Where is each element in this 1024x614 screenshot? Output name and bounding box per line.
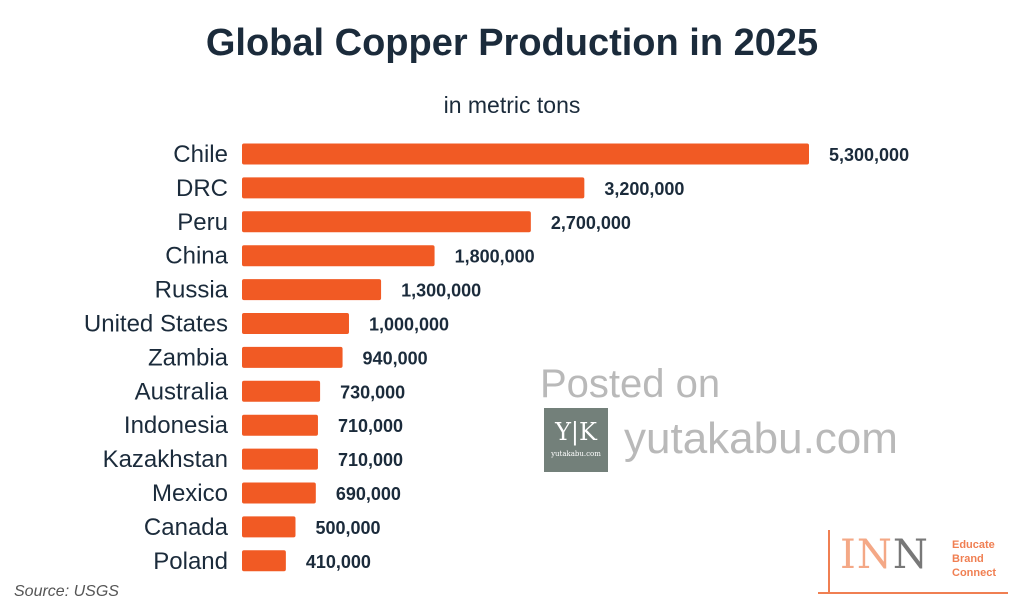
chart-title: Global Copper Production in 2025	[205, 22, 819, 64]
watermark-site: yutakabu.com	[624, 414, 898, 463]
inn-logo-letters: INN	[840, 532, 929, 578]
bar-zambia	[242, 346, 343, 368]
category-label-australia: Australia	[135, 378, 229, 405]
value-label-mexico: 690,000	[336, 484, 401, 504]
category-label-indonesia: Indonesia	[124, 412, 229, 439]
value-label-indonesia: 710,000	[338, 416, 403, 436]
category-label-canada: Canada	[144, 514, 229, 541]
category-label-united-states: United States	[84, 311, 228, 338]
bar-united-states	[242, 313, 349, 334]
bar-peru	[242, 211, 531, 233]
chart-subtitle: in metric tons	[443, 92, 581, 118]
inn-tagline: Educate Brand Connect	[952, 538, 996, 580]
inn-tagline-line-1: Educate	[952, 539, 995, 551]
bar-kazakhstan	[242, 448, 318, 470]
bar-chile	[242, 143, 809, 165]
category-label-china: China	[165, 243, 228, 270]
category-label-chile: Chile	[173, 141, 228, 168]
inn-tagline-line-2: Brand	[952, 553, 984, 565]
inn-logo: INN Educate Brand Connect	[818, 528, 1018, 598]
watermark-posted-on: Posted on	[540, 362, 721, 406]
value-label-poland: 410,000	[306, 552, 371, 572]
category-label-russia: Russia	[155, 277, 229, 304]
inn-logo-horizontal-rule	[818, 592, 1008, 594]
bar-indonesia	[242, 414, 318, 436]
value-label-chile: 5,300,000	[829, 145, 909, 165]
value-label-canada: 500,000	[315, 518, 380, 538]
bar-russia	[242, 279, 382, 301]
inn-logo-vertical-rule	[828, 530, 830, 594]
inn-tagline-line-3: Connect	[952, 567, 996, 579]
inn-letter-2: N	[856, 532, 893, 578]
value-label-peru: 2,700,000	[551, 213, 631, 233]
value-label-zambia: 940,000	[363, 348, 428, 368]
value-label-drc: 3,200,000	[604, 179, 684, 199]
inn-letter-3: N	[892, 532, 929, 578]
yutakabu-logo-mark: Y|K	[555, 418, 597, 446]
value-label-united-states: 1,000,000	[369, 315, 449, 335]
value-label-kazakhstan: 710,000	[338, 450, 403, 470]
category-label-poland: Poland	[153, 548, 228, 575]
inn-letter-1: I	[840, 532, 857, 578]
yutakabu-logo-caption: yutakabu.com	[551, 450, 601, 458]
category-label-mexico: Mexico	[152, 480, 228, 507]
category-label-zambia: Zambia	[148, 344, 229, 371]
bar-mexico	[242, 482, 316, 504]
bar-canada	[242, 516, 296, 538]
bar-drc	[242, 177, 585, 199]
category-label-drc: DRC	[176, 175, 228, 202]
bar-australia	[242, 380, 321, 402]
bar-china	[242, 245, 435, 267]
category-label-kazakhstan: Kazakhstan	[103, 446, 228, 473]
yutakabu-logo: Y|K yutakabu.com	[544, 408, 608, 472]
value-label-australia: 730,000	[340, 382, 405, 402]
value-label-russia: 1,300,000	[401, 281, 481, 301]
value-label-china: 1,800,000	[455, 247, 535, 267]
bar-poland	[242, 550, 286, 572]
category-label-peru: Peru	[177, 209, 228, 236]
source-note: Source: USGS	[14, 583, 119, 600]
